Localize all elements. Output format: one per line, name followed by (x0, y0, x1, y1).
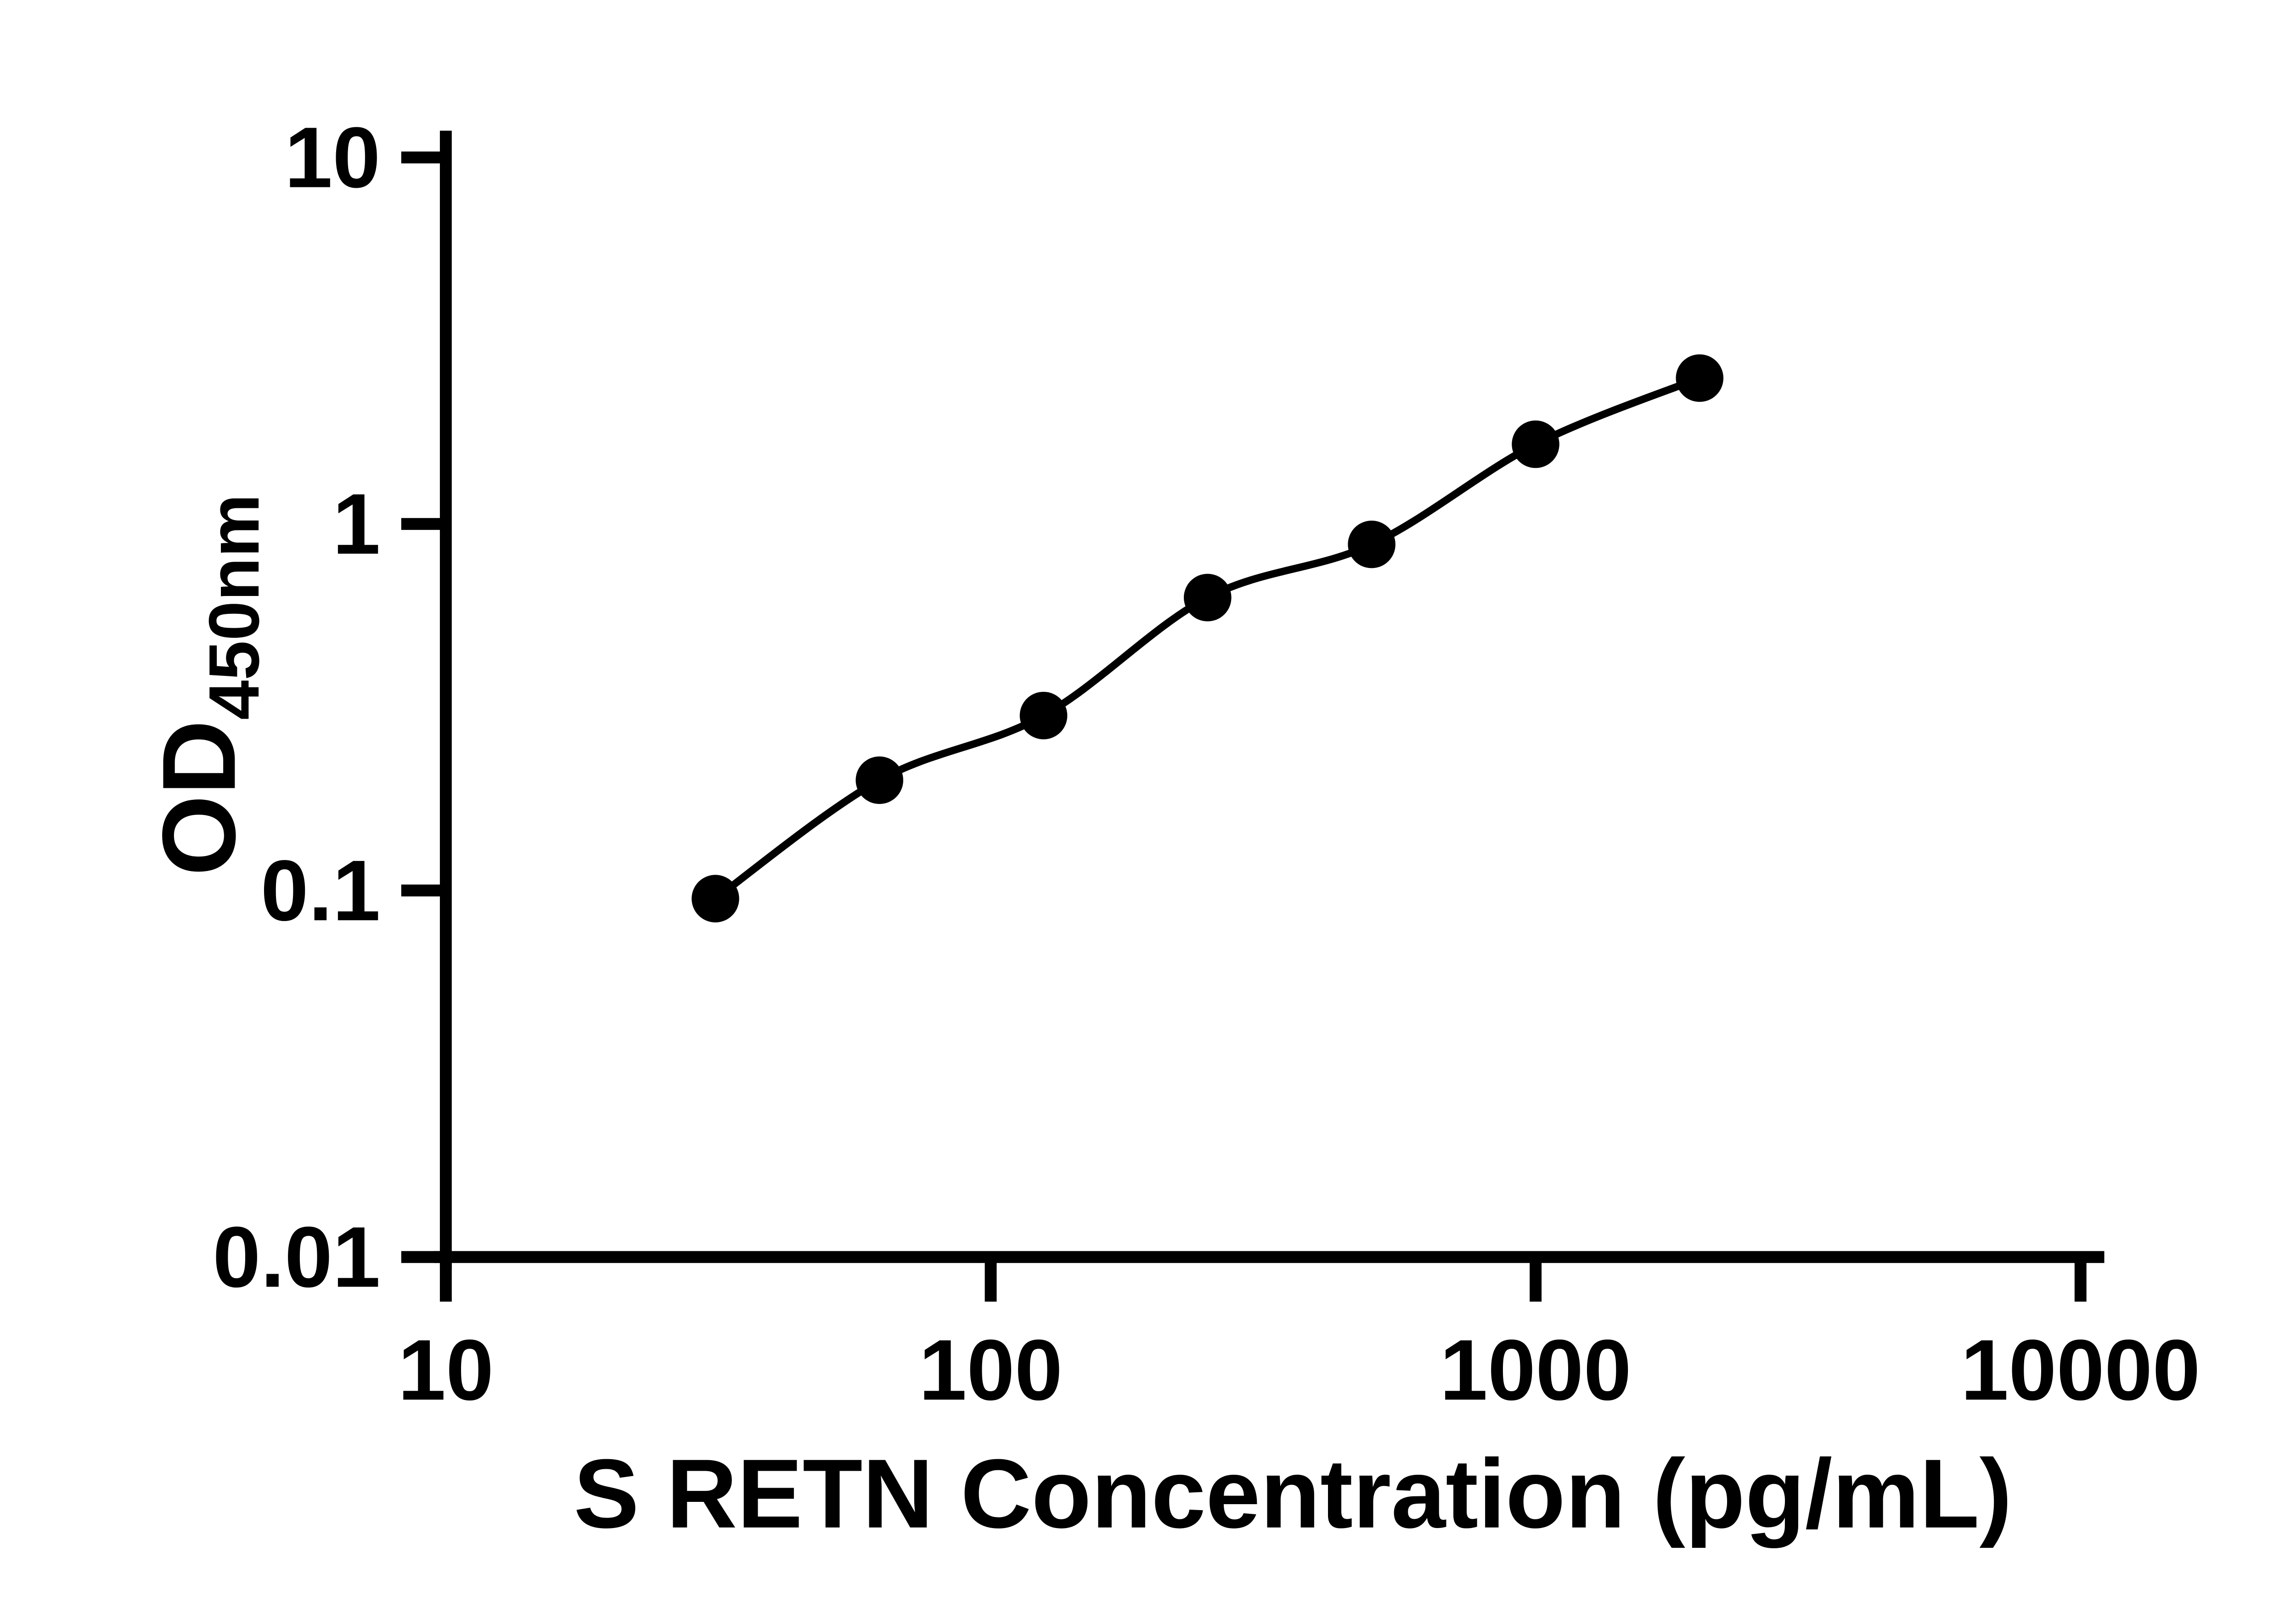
data-point (1512, 420, 1559, 468)
x-axis-label: S RETN Concentration (pg/mL) (574, 1439, 2012, 1549)
axis-ticks (401, 151, 2087, 1302)
axis-tick-labels: 10 100 1000 10000 10 1 0.1 0.01 (213, 109, 2200, 1418)
y-axis-label-main: OD (141, 720, 257, 876)
axes (433, 130, 2105, 1269)
data-point (1676, 354, 1724, 402)
y-tick-label: 0.01 (213, 1208, 380, 1305)
y-tick-label: 10 (285, 109, 381, 206)
x-tick-label: 1000 (1440, 1321, 1632, 1418)
data-point (1183, 573, 1232, 622)
y-axis-label: OD450nm (141, 494, 274, 876)
y-tick-label: 1 (332, 476, 380, 572)
x-tick-label: 10000 (1961, 1321, 2200, 1418)
y-tick-label: 0.1 (261, 842, 381, 938)
x-tick-label: 100 (919, 1321, 1063, 1418)
data-series (692, 354, 1724, 922)
data-point (1019, 691, 1068, 740)
x-tick-label: 10 (398, 1321, 494, 1418)
data-point (692, 875, 739, 922)
y-axis-label-sub: 450nm (194, 494, 274, 720)
data-point (1348, 520, 1396, 568)
data-point (855, 756, 903, 804)
